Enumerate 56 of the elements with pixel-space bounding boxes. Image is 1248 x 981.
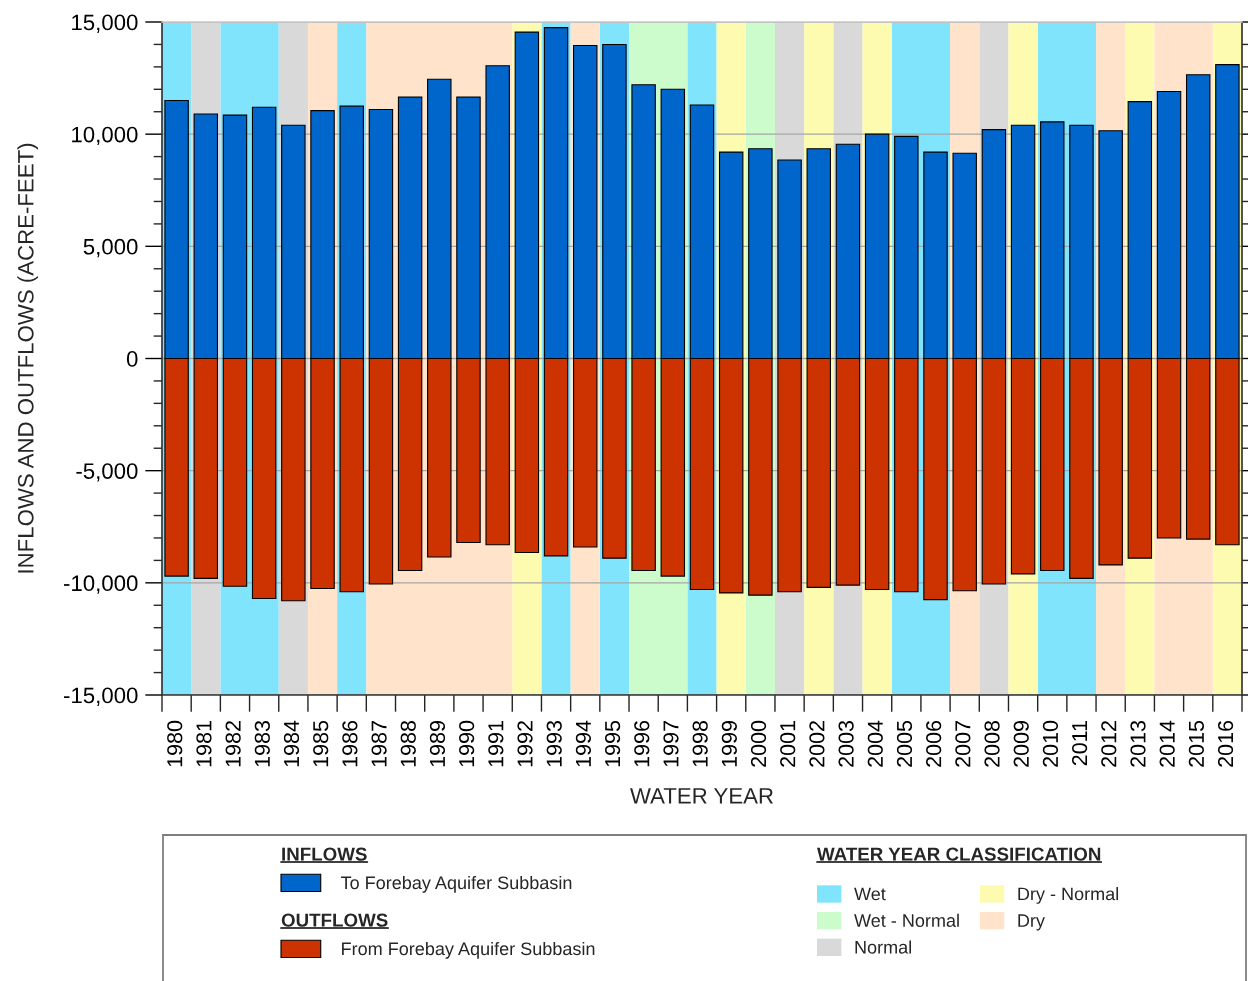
x-tick-label: 2001 xyxy=(780,721,796,767)
x-tick-label: 1998 xyxy=(692,720,708,767)
y-tick-label: 0 xyxy=(126,351,138,367)
x-tick-label: 1991 xyxy=(488,721,504,767)
legend-label: Wet - Normal xyxy=(854,913,959,927)
x-tick-label: 1981 xyxy=(196,721,212,767)
legend-label: Wet xyxy=(854,887,886,901)
x-tick-label: 2012 xyxy=(1101,721,1117,767)
x-tick-label: 1982 xyxy=(225,721,241,767)
x-tick-label: 2010 xyxy=(1042,720,1059,767)
x-tick-label: 1985 xyxy=(313,720,329,767)
x-tick-label: 2004 xyxy=(867,720,883,767)
x-tick-label: 1987 xyxy=(371,721,387,767)
x-tick-label: 1989 xyxy=(429,721,446,767)
legend-label: To Forebay Aquifer Subbasin xyxy=(340,875,572,893)
y-tick-label: -15,000 xyxy=(64,687,138,706)
x-tick-label: 1990 xyxy=(459,720,475,767)
x-tick-label: 2015 xyxy=(1188,720,1204,767)
x-tick-label: 2013 xyxy=(1130,720,1146,767)
x-axis-title: WATER YEAR xyxy=(630,788,773,804)
x-tick-label: 2009 xyxy=(1013,721,1029,767)
x-tick-label: 2011 xyxy=(1071,721,1088,766)
y-tick-label: -10,000 xyxy=(64,575,138,594)
x-tick-label: 1993 xyxy=(546,720,562,767)
x-tick-label: 1980 xyxy=(167,720,183,767)
x-tick-label: 2006 xyxy=(926,720,942,767)
x-tick-label: 1999 xyxy=(721,721,737,767)
x-tick-label: 1988 xyxy=(400,720,416,767)
x-tick-label: 1997 xyxy=(663,721,679,767)
legend-title: WATER YEAR CLASSIFICATION xyxy=(817,847,1101,861)
legend-label: Normal xyxy=(855,940,911,954)
x-tick-label: 2002 xyxy=(809,721,825,767)
x-tick-label: 1986 xyxy=(342,720,358,767)
x-tick-label: 2005 xyxy=(896,720,913,767)
x-tick-label: 1995 xyxy=(604,720,621,767)
x-tick-label: 1994 xyxy=(575,720,592,767)
y-tick-label: 10,000 xyxy=(72,126,138,146)
y-tick-label: 5,000 xyxy=(83,238,138,258)
x-tick-label: 2016 xyxy=(1217,720,1234,767)
x-tick-label: 2014 xyxy=(1159,720,1175,767)
x-tick-label: 1984 xyxy=(283,720,300,767)
x-tick-label: 1996 xyxy=(634,720,650,767)
x-tick-label: 2008 xyxy=(984,720,1000,767)
text: OUTFLOWS xyxy=(281,913,388,927)
x-tick-label: 2003 xyxy=(838,720,854,767)
x-tick-label: 1983 xyxy=(254,720,270,767)
x-tick-label: 2000 xyxy=(750,720,767,767)
y-tick-label: 15,000 xyxy=(72,14,138,33)
x-tick-label: 2007 xyxy=(955,721,971,767)
y-axis-title: INFLOWS AND OUTFLOWS (ACRE-FEET) xyxy=(17,143,39,573)
x-tick-label: 1992 xyxy=(517,721,533,767)
y-tick-label: -5,000 xyxy=(76,463,138,482)
text: INFLOWS xyxy=(282,847,367,861)
legend-label: From Forebay Aquifer Subbasin xyxy=(342,941,595,959)
legend-label: Dry - Normal xyxy=(1018,887,1119,904)
legend-label: Dry xyxy=(1018,914,1045,931)
